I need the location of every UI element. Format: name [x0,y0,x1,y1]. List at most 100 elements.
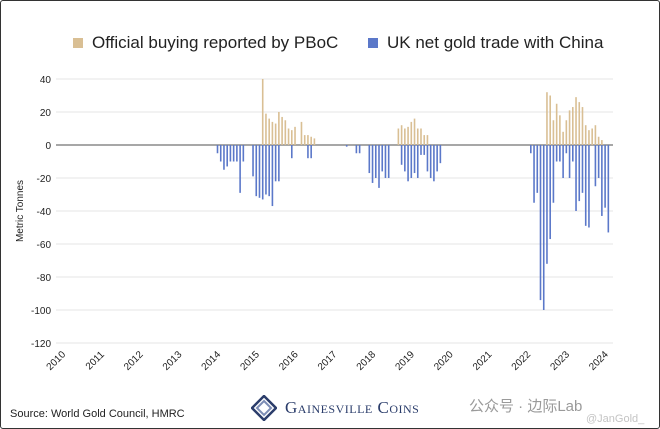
watermark: 公众号 · 边际Lab [469,398,583,415]
bar-uk [378,145,380,188]
bar-pboc [562,131,564,145]
bar-uk [436,145,438,172]
bar-pboc [400,125,403,145]
x-tick-label: 2022 [510,349,534,373]
bar-pboc [307,135,309,145]
x-tick-label: 2012 [122,349,146,373]
bar-pboc [287,128,290,145]
y-axis-label: Metric Tonnes [15,180,26,242]
bar-uk [232,145,235,162]
bar-pboc [284,120,287,145]
bar-pboc [303,135,306,145]
bar-uk [271,145,274,207]
bar-pboc [397,128,400,145]
bar-uk [568,145,571,178]
bar-uk [552,145,555,203]
bar-pboc [572,107,574,145]
y-tick-label: -20 [37,174,52,185]
bar-uk [530,145,532,154]
bar-uk [258,145,261,198]
bar-uk [604,145,606,208]
x-tick-label: 2017 [316,349,340,373]
bar-pboc [568,110,571,145]
x-tick-label: 2020 [432,349,456,373]
legend-label-pboc: Official buying reported by PBoC [92,33,339,52]
bar-pboc [300,121,303,145]
bar-uk [290,145,293,159]
legend-item-uk: UK net gold trade with China [368,33,603,53]
x-tick-label: 2019 [393,349,417,373]
bar-uk [239,145,241,193]
bar-pboc [555,103,558,145]
bar-uk [597,145,600,178]
bar-uk [358,145,361,154]
bar-uk [581,145,584,193]
x-tick-label: 2024 [587,349,611,373]
bar-pboc [581,107,584,145]
bar-uk [226,145,228,167]
bar-uk [355,145,358,154]
bar-uk [429,145,432,178]
bar-pboc [601,140,603,145]
bar-uk [407,145,409,182]
y-tick-label: -80 [37,273,52,284]
bar-pboc [423,135,426,145]
bar-uk [216,145,219,154]
bar-pboc [549,95,551,145]
bar-uk [345,145,348,147]
x-tick-label: 2015 [238,349,262,373]
bar-uk [307,145,309,159]
bar-uk [278,145,280,182]
bar-pboc [281,116,283,145]
bar-uk [555,145,558,162]
bar-uk [310,145,312,159]
bar-uk [575,145,577,211]
x-tick-label: 2021 [471,349,495,373]
y-tick-label: 0 [45,141,51,152]
x-tick-label: 2011 [84,349,107,372]
y-tick-label: 20 [40,108,52,119]
bar-uk [413,145,416,174]
x-tick-label: 2013 [161,349,185,373]
legend-item-pboc: Official buying reported by PBoC [73,33,338,53]
bar-pboc [584,125,587,145]
bar-uk [542,145,545,310]
bar-uk [420,145,422,155]
bar-pboc [274,123,277,145]
bar-pboc [313,138,316,145]
bar-uk [562,145,564,178]
x-tick-label: 2023 [548,349,572,373]
bar-uk [374,145,377,178]
bar-uk [229,145,232,162]
bar-uk [219,145,222,162]
bar-uk [252,145,254,177]
y-tick-label: -60 [37,240,52,251]
bar-pboc [265,113,267,145]
bar-uk [261,145,264,200]
bar-pboc [426,135,429,145]
bar-uk [236,145,238,162]
bar-pboc [594,125,597,145]
legend-swatch-uk [368,38,378,48]
bar-pboc [546,92,548,145]
x-tick-label: 2018 [355,349,379,373]
bar-pboc [575,97,577,145]
bar-uk [536,145,539,193]
bar-uk [381,145,384,172]
gainesville-coins-logo: Gainesville Coins [251,395,419,421]
x-tick-label: 2016 [277,349,301,373]
bar-uk [255,145,258,197]
bar-pboc [268,118,270,145]
bar-pboc [271,121,274,145]
bar-uk [533,145,535,203]
logo-text: Gainesville Coins [285,398,420,417]
bar-uk [601,145,603,216]
legend-swatch-pboc [73,38,83,48]
bar-pboc [588,130,590,145]
bar-pboc [407,126,409,145]
bar-uk [410,145,413,178]
bar-uk [607,145,610,233]
bar-uk [559,145,561,162]
bar-uk [549,145,551,240]
